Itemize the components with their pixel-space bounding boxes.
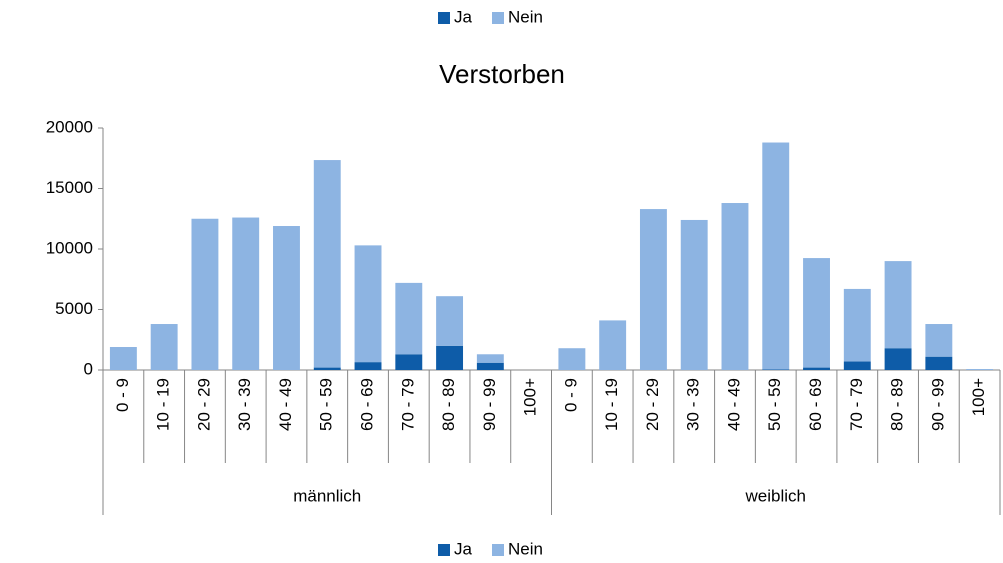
x-tick-label: 10 - 19: [602, 378, 621, 431]
bar-segment: [843, 361, 871, 370]
bar-segment: [843, 288, 871, 362]
legend: Ja Nein: [438, 539, 543, 558]
x-tick-label: 40 - 49: [724, 378, 743, 431]
x-tick-label: 80 - 89: [439, 378, 458, 431]
x-tick-label: 80 - 89: [888, 378, 907, 431]
x-tick-label: 0 - 9: [113, 378, 132, 412]
bar-segment: [803, 367, 830, 370]
y-tick-label: 10000: [46, 238, 93, 257]
x-tick-label: 90 - 99: [928, 378, 947, 431]
legend: Ja Nein: [438, 7, 543, 26]
bar-segment: [232, 217, 260, 370]
bar-segment: [803, 258, 830, 368]
bar-segment: [680, 219, 708, 370]
x-tick-label: 70 - 79: [398, 378, 417, 431]
y-tick-label: 0: [84, 359, 93, 378]
x-tick-label: 70 - 79: [847, 378, 866, 431]
x-tick-label: 100+: [969, 378, 988, 416]
legend-label: Ja: [454, 7, 473, 26]
bar-segment: [436, 345, 464, 370]
legend-label: Nein: [508, 7, 543, 26]
bar-segment: [721, 203, 749, 370]
bar-segment: [395, 282, 423, 355]
bar-segment: [884, 348, 912, 370]
legend-swatch: [492, 12, 504, 24]
x-tick-label: 20 - 29: [194, 378, 213, 431]
bar-segment: [354, 362, 382, 370]
x-tick-label: 100+: [521, 378, 540, 416]
x-tick-label: 30 - 39: [235, 378, 254, 431]
x-tick-label: 50 - 59: [765, 378, 784, 431]
bar-segment: [762, 142, 790, 370]
x-tick-label: 0 - 9: [561, 378, 580, 412]
bar-segment: [884, 261, 912, 349]
y-tick-label: 20000: [46, 117, 93, 136]
legend-swatch: [438, 12, 450, 24]
bar-segment: [436, 296, 464, 346]
bar-segment: [354, 245, 382, 363]
y-tick-label: 5000: [55, 299, 93, 318]
bar-segment: [599, 320, 627, 370]
bar-segment: [476, 354, 504, 363]
chart-title: Verstorben: [439, 59, 565, 89]
x-tick-label: 60 - 69: [358, 378, 377, 431]
y-tick-label: 15000: [46, 178, 93, 197]
bar-segment: [150, 324, 178, 370]
group-label: weiblich: [745, 486, 806, 505]
group-label: männlich: [293, 486, 361, 505]
legend-label: Ja: [454, 539, 473, 558]
x-tick-label: 20 - 29: [643, 378, 662, 431]
bar-segment: [925, 356, 953, 370]
x-tick-label: 40 - 49: [276, 378, 295, 431]
bar-segment: [639, 209, 667, 370]
x-tick-label: 60 - 69: [806, 378, 825, 431]
bar-segment: [395, 354, 423, 370]
x-tick-label: 90 - 99: [480, 378, 499, 431]
x-tick-label: 30 - 39: [684, 378, 703, 431]
legend-swatch: [438, 544, 450, 556]
bar-segment: [191, 218, 219, 370]
legend-swatch: [492, 544, 504, 556]
x-tick-label: 50 - 59: [317, 378, 336, 431]
bar-segment: [966, 369, 994, 370]
bar-segment: [313, 160, 341, 368]
bar-segment: [558, 348, 586, 370]
bar-segment: [476, 362, 504, 370]
bar-segment: [313, 367, 341, 370]
bar-segment: [273, 226, 300, 370]
bar-segment: [762, 369, 790, 370]
legend-label: Nein: [508, 539, 543, 558]
x-tick-label: 10 - 19: [154, 378, 173, 431]
bar-segment: [109, 347, 137, 370]
bar-segment: [925, 324, 953, 357]
